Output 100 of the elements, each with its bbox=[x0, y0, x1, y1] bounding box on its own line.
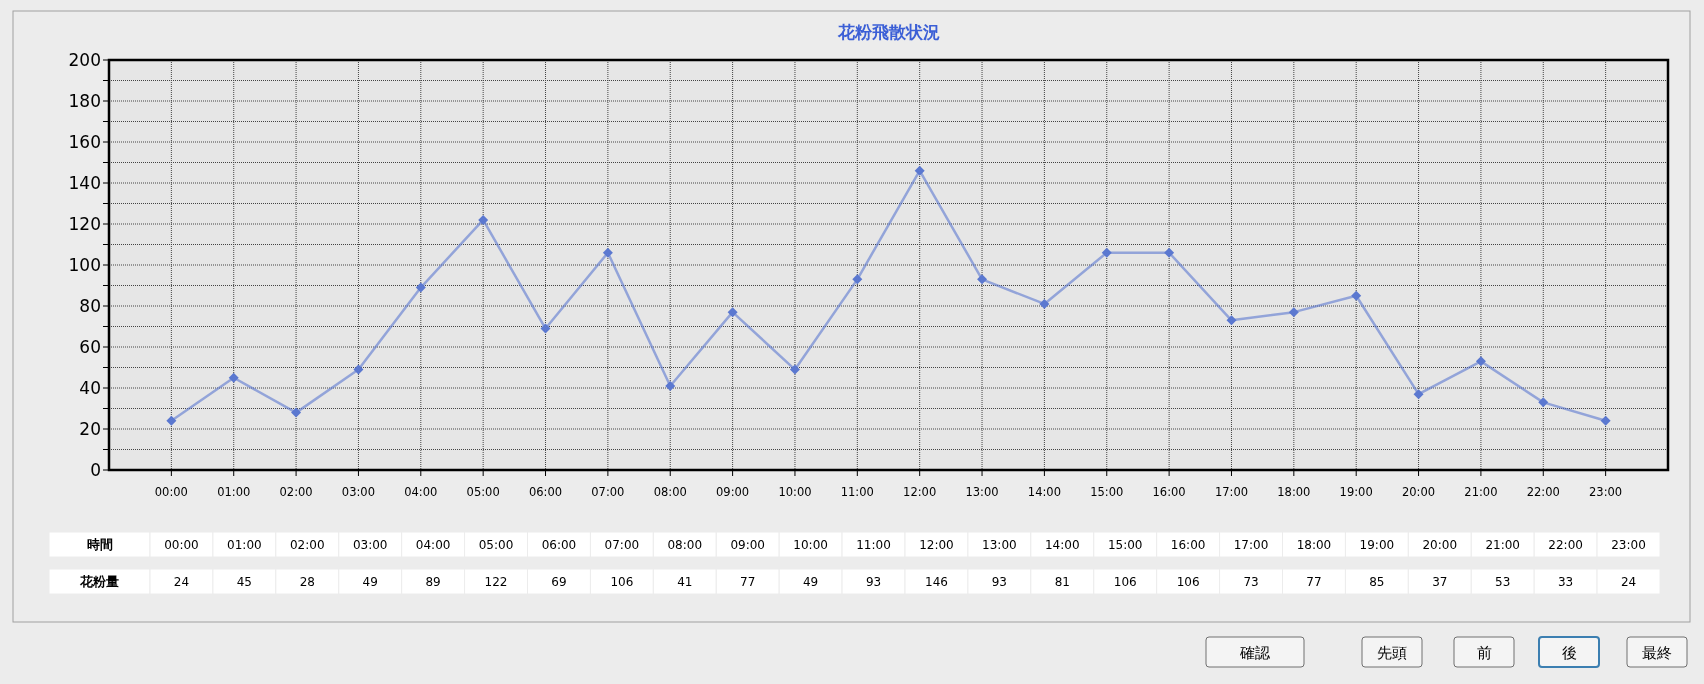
data-label: 85 bbox=[1369, 575, 1385, 589]
point bbox=[1600, 415, 1611, 426]
x-tick-label: 21:00 bbox=[1464, 485, 1498, 499]
point bbox=[1538, 397, 1549, 408]
data-label: 49 bbox=[362, 575, 378, 589]
data-label: 77 bbox=[1306, 575, 1322, 589]
x-tick-label: 23:00 bbox=[1589, 485, 1623, 499]
point bbox=[1164, 247, 1175, 258]
data-label: 77 bbox=[740, 575, 756, 589]
category-label: 21:00 bbox=[1485, 538, 1521, 552]
x-tick-label: 12:00 bbox=[903, 485, 937, 499]
category-label: 02:00 bbox=[289, 538, 325, 552]
data-label: 106 bbox=[610, 575, 634, 589]
x-tick-label: 18:00 bbox=[1277, 485, 1311, 499]
x-tick-label: 04:00 bbox=[404, 485, 438, 499]
data-label: 28 bbox=[299, 575, 315, 589]
category-label: 00:00 bbox=[164, 538, 199, 552]
x-tick-label: 11:00 bbox=[840, 485, 874, 499]
button: 先頭 bbox=[1361, 636, 1423, 668]
category-label: 01:00 bbox=[227, 538, 262, 552]
data-label: 122 bbox=[484, 575, 508, 589]
category-label: 14:00 bbox=[1044, 538, 1080, 552]
category-label: 04:00 bbox=[415, 538, 451, 552]
x-tick-label: 13:00 bbox=[965, 485, 999, 499]
data-label: 33 bbox=[1557, 575, 1574, 589]
y-tick-label: 0 bbox=[90, 460, 101, 480]
y-tick-label: 140 bbox=[68, 173, 101, 193]
x-tick-label: 14:00 bbox=[1027, 485, 1061, 499]
y-tick-label: 20 bbox=[79, 419, 101, 439]
category-label: 13:00 bbox=[982, 538, 1017, 552]
x-tick-label: 19:00 bbox=[1339, 485, 1373, 499]
data-label: 37 bbox=[1432, 575, 1448, 589]
data-label: 73 bbox=[1243, 575, 1259, 589]
category-label: 20:00 bbox=[1422, 538, 1458, 552]
x-tick-label: 20:00 bbox=[1401, 485, 1436, 499]
data-label: 53 bbox=[1495, 575, 1511, 589]
point bbox=[852, 274, 863, 285]
x-tick-label: 08:00 bbox=[653, 485, 687, 499]
data-label: 41 bbox=[677, 575, 693, 589]
text: 時間 bbox=[86, 537, 113, 552]
point bbox=[478, 214, 489, 225]
text: 花粉量 bbox=[79, 574, 119, 589]
data-label: 106 bbox=[1113, 575, 1137, 589]
category-label: 07:00 bbox=[604, 538, 640, 552]
data-label: 24 bbox=[173, 575, 190, 589]
point bbox=[540, 323, 551, 334]
x-tick-label: 06:00 bbox=[528, 485, 563, 499]
y-tick-label: 60 bbox=[79, 337, 101, 357]
category-label: 08:00 bbox=[667, 538, 703, 552]
point bbox=[977, 274, 988, 285]
category-label: 18:00 bbox=[1296, 538, 1332, 552]
button: 後 bbox=[1538, 636, 1600, 668]
x-tick-label: 02:00 bbox=[279, 485, 313, 499]
category-label: 17:00 bbox=[1233, 538, 1269, 552]
x-tick-label: 10:00 bbox=[778, 485, 812, 499]
y-tick-label: 120 bbox=[68, 214, 101, 234]
data-label: 93 bbox=[865, 575, 882, 589]
x-tick-label: 01:00 bbox=[217, 485, 251, 499]
point bbox=[415, 282, 426, 293]
x-tick-label: 22:00 bbox=[1526, 485, 1560, 499]
point bbox=[602, 247, 613, 258]
category-label: 16:00 bbox=[1170, 538, 1206, 552]
x-tick-label: 09:00 bbox=[716, 485, 750, 499]
button: 前 bbox=[1453, 636, 1515, 668]
point bbox=[1039, 298, 1050, 309]
point bbox=[353, 364, 364, 375]
data-label: 89 bbox=[425, 575, 441, 589]
data-label: 146 bbox=[925, 575, 948, 589]
point bbox=[228, 372, 239, 383]
y-tick-label: 100 bbox=[68, 255, 101, 275]
data-label: 49 bbox=[802, 575, 819, 589]
point bbox=[789, 364, 800, 375]
button: 最終 bbox=[1626, 636, 1688, 668]
category-label: 15:00 bbox=[1107, 538, 1143, 552]
point bbox=[727, 307, 738, 318]
data-label: 106 bbox=[1176, 575, 1200, 589]
point bbox=[1288, 307, 1299, 318]
x-tick-label: 16:00 bbox=[1152, 485, 1186, 499]
point bbox=[1226, 315, 1237, 326]
x-tick-label: 15:00 bbox=[1090, 485, 1124, 499]
x-tick-label: 17:00 bbox=[1214, 485, 1249, 499]
data-label: 81 bbox=[1054, 575, 1070, 589]
y-tick-label: 80 bbox=[79, 296, 101, 316]
category-label: 09:00 bbox=[730, 538, 766, 552]
x-tick-label: 05:00 bbox=[466, 485, 500, 499]
point bbox=[291, 407, 302, 418]
category-label: 10:00 bbox=[793, 538, 828, 552]
x-tick-label: 07:00 bbox=[591, 485, 625, 499]
point bbox=[166, 415, 177, 426]
chart-title: 花粉飛散状況 bbox=[836, 22, 940, 42]
point bbox=[1101, 247, 1112, 258]
button: 確認 bbox=[1205, 636, 1305, 668]
y-tick-label: 180 bbox=[68, 91, 101, 111]
category-label: 03:00 bbox=[352, 538, 388, 552]
y-tick-label: 200 bbox=[68, 50, 101, 70]
data-label: 45 bbox=[236, 575, 253, 589]
data-label: 69 bbox=[551, 575, 567, 589]
category-label: 12:00 bbox=[919, 538, 954, 552]
y-tick-label: 160 bbox=[68, 132, 101, 152]
point bbox=[1475, 356, 1486, 367]
